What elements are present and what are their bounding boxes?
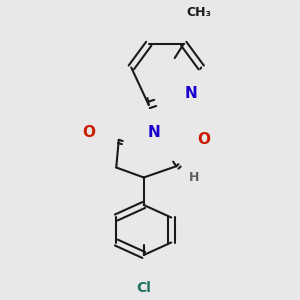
Text: CH₃: CH₃ bbox=[186, 6, 211, 19]
Text: N: N bbox=[147, 125, 160, 140]
Text: O: O bbox=[82, 125, 95, 140]
Text: O: O bbox=[197, 133, 210, 148]
Text: H: H bbox=[189, 171, 199, 184]
Text: N: N bbox=[185, 86, 198, 101]
Text: Cl: Cl bbox=[136, 281, 151, 295]
